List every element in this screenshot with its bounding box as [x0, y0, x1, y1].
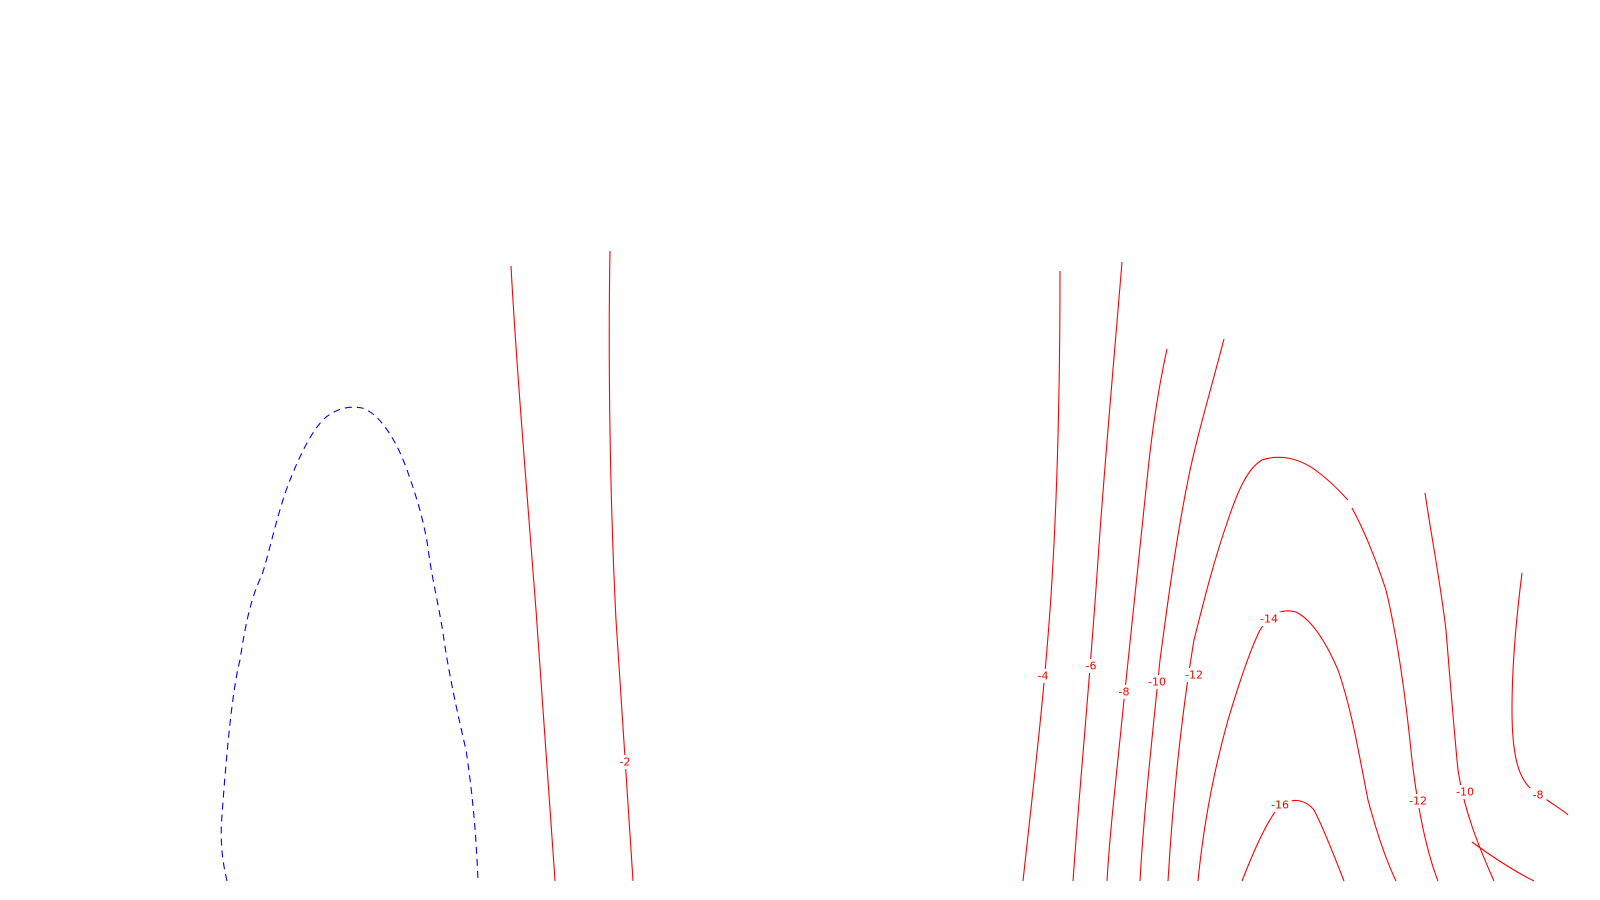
contour-label-text: -4 — [1038, 670, 1049, 683]
contour-label-background — [1145, 675, 1169, 689]
contour-label-text: -16 — [1271, 799, 1289, 812]
contour-line-level-neg16 — [1241, 799, 1345, 882]
contour-label-text: -2 — [620, 756, 631, 769]
contour-line-level-neg2 — [608, 250, 634, 882]
contour-label: -16 — [1268, 798, 1292, 812]
contour-label-background — [1453, 785, 1477, 799]
contour-line-level-2 — [220, 406, 479, 882]
contour-line-level-neg6 — [1072, 261, 1123, 882]
contour-label-background — [1115, 685, 1133, 699]
contour-label: -10 — [1453, 785, 1477, 799]
contour-line-level-neg14 — [1197, 610, 1397, 882]
contour-label-text: -8 — [1533, 789, 1544, 802]
contour-line-level-neg10 — [1424, 492, 1495, 882]
contour-label-text: -10 — [1148, 676, 1166, 689]
contour-label-background — [1034, 669, 1052, 683]
contour-label-text: -12 — [1409, 795, 1427, 808]
contour-label-text: -10 — [1456, 786, 1474, 799]
contour-label-background — [616, 755, 634, 769]
contour-label: -10 — [1145, 675, 1169, 689]
contour-line-level-neg8 — [1511, 572, 1569, 816]
contour-label-background — [1182, 668, 1206, 682]
contour-label: -8 — [1529, 788, 1547, 802]
contour-line-level-neg8 — [1471, 841, 1535, 882]
contour-line-level-neg4 — [1022, 270, 1061, 882]
contour-label-background — [1257, 612, 1281, 626]
contour-label: -4 — [1034, 669, 1052, 683]
contour-label-background — [1082, 659, 1100, 673]
contour-label-text: -6 — [1086, 660, 1097, 673]
contour-label-background — [1529, 788, 1547, 802]
contour-label-background — [1406, 794, 1430, 808]
contour-label: -12 — [1182, 668, 1206, 682]
contour-label: -14 — [1257, 612, 1281, 626]
contour-line-level-neg2 — [510, 265, 556, 882]
contour-labels: -2 -4 -6 -8 -10 -12 -12 -14 -16 -10 -8 — [616, 612, 1547, 812]
contour-label-text: -14 — [1260, 613, 1278, 626]
contour-label: -8 — [1115, 685, 1133, 699]
contour-label: -12 — [1406, 794, 1430, 808]
contour-line-level-neg12 — [1351, 507, 1439, 882]
contour-line-level-neg8 — [1106, 348, 1168, 882]
contour-label-background — [1268, 798, 1292, 812]
contour-line-level-neg10 — [1139, 338, 1225, 882]
contour-label-text: -8 — [1119, 686, 1130, 699]
contour-label: -6 — [1082, 659, 1100, 673]
contour-label: -2 — [616, 755, 634, 769]
contour-line-level-neg12 — [1167, 456, 1349, 882]
contour-label-text: -12 — [1185, 669, 1203, 682]
contour-lines — [220, 250, 1569, 882]
